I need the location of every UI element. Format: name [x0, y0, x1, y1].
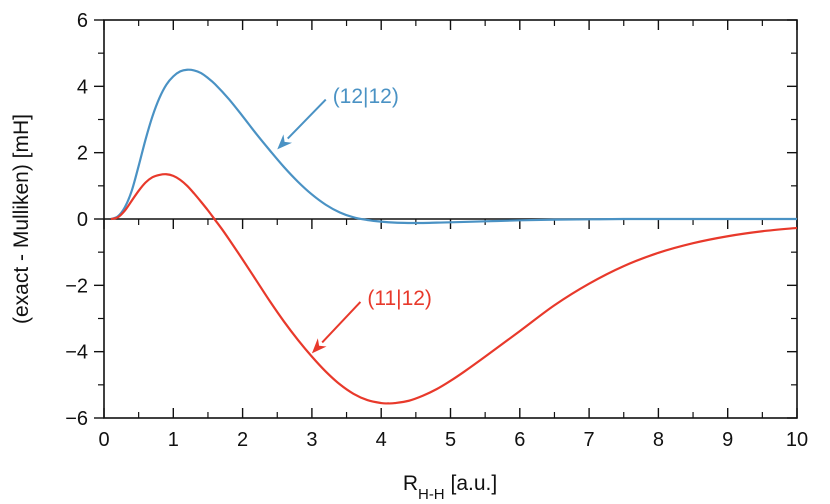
axes: 0 1 2 3 4 5 6 7 8 9 10 −6 −4 −2 0 2 4 6: [65, 10, 808, 451]
x-axis-title-unit: [a.u.]: [445, 472, 498, 495]
y-tick-label: −6: [65, 408, 88, 430]
x-tick-label: 7: [584, 429, 595, 451]
y-tick-label: 2: [77, 143, 88, 165]
x-tick-label: 10: [786, 429, 808, 451]
x-tick-label: 3: [306, 429, 317, 451]
x-tick-label: 4: [376, 429, 387, 451]
series-layer: [110, 68, 798, 405]
y-tick-label: 6: [77, 10, 88, 32]
x-tick-label: 2: [237, 429, 248, 451]
y-axis-title: (exact - Mulliken) [mH]: [10, 114, 33, 324]
x-tick-label: 1: [168, 429, 179, 451]
y-tick-label: 0: [77, 209, 88, 231]
y-tick-label: −4: [65, 342, 88, 364]
annotation-label-11-12: (11|12): [367, 287, 432, 310]
x-axis-title: RH-H [a.u.]: [403, 472, 497, 503]
annotation-label-12-12: (12|12): [333, 85, 399, 108]
x-tick-label: 8: [653, 429, 664, 451]
y-tick-label: 4: [77, 76, 88, 98]
x-tick-label: 5: [445, 429, 456, 451]
annotation-arrowhead-11-12: [311, 338, 327, 354]
x-tick-label: 6: [514, 429, 525, 451]
annotation-arrow-12-12: [287, 98, 327, 140]
series-line-12-12: [110, 68, 797, 225]
y-tick-label: −2: [65, 275, 88, 297]
annotation-arrow-11-12: [321, 301, 362, 344]
x-tick-label: 9: [722, 429, 733, 451]
annotations: (12|12) (11|12): [277, 85, 432, 354]
x-axis-title-sub: H-H: [418, 486, 445, 503]
x-tick-label: 0: [98, 429, 109, 451]
annotation-arrowhead-12-12: [277, 134, 293, 150]
x-axis-title-main: R: [403, 472, 418, 495]
series-line-11-12: [110, 173, 798, 405]
